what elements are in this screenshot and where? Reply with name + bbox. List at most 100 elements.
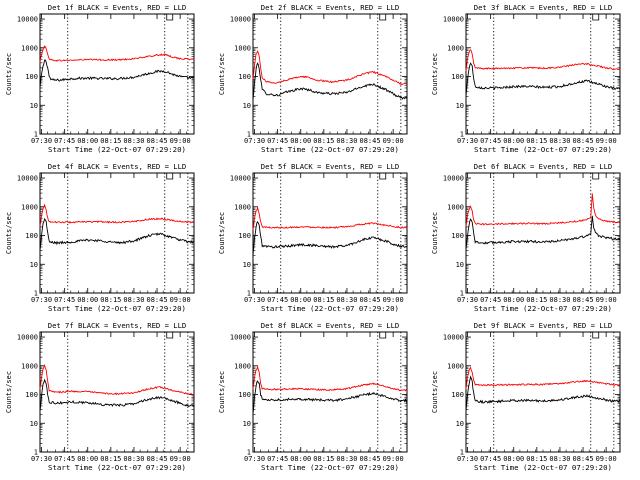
x-axis-label: Start Time (22-Oct-07 07:29:20)	[474, 145, 612, 154]
panel-title: Det 5f BLACK = Events, RED = LLD	[261, 162, 399, 171]
panel-4: Det 4f BLACK = Events, RED = LLD 1 10 100 10…	[5, 162, 195, 313]
x-tick-label: 07:30	[244, 137, 265, 145]
plot-frame	[39, 331, 195, 453]
panel-2: Det 2f BLACK = Events, RED = LLD 1 10 100 10…	[218, 3, 408, 154]
x-axis-label: Start Time (22-Oct-07 07:29:20)	[474, 304, 612, 313]
x-tick-label: 09:00	[383, 296, 404, 304]
panel-6: Det 6f BLACK = Events, RED = LLD 1 10 100 10…	[431, 162, 621, 313]
x-tick-label: 08:00	[503, 137, 524, 145]
series-lld	[39, 363, 195, 396]
y-tick-label: 10000	[443, 175, 464, 183]
x-axis-label: Start Time (22-Oct-07 07:29:20)	[261, 304, 399, 313]
y-tick-label: 10000	[230, 16, 251, 24]
y-tick-label: 1	[247, 290, 251, 298]
plot-frame	[39, 172, 195, 294]
y-tick-label: 10000	[17, 16, 38, 24]
panel-title: Det 6f BLACK = Events, RED = LLD	[474, 162, 612, 171]
y-tick-label: 100	[25, 73, 38, 81]
series-lld	[252, 50, 408, 86]
series-events	[39, 217, 195, 251]
y-tick-label: 100	[238, 232, 251, 240]
y-tick-label: 10000	[230, 334, 251, 342]
y-tick-label: 1000	[234, 203, 251, 211]
panel-title: Det 2f BLACK = Events, RED = LLD	[261, 3, 399, 12]
bracket-mark	[166, 332, 174, 339]
y-axis-label: Counts/sec	[431, 53, 439, 95]
x-tick-label: 08:45	[573, 455, 594, 463]
y-tick-label: 1000	[21, 203, 38, 211]
bracket-mark	[379, 332, 387, 339]
x-tick-label: 08:30	[123, 137, 144, 145]
y-tick-label: 10	[456, 420, 464, 428]
y-tick-label: 1000	[21, 362, 38, 370]
x-tick-label: 08:00	[290, 455, 311, 463]
series-events	[252, 380, 408, 415]
series-events	[465, 215, 621, 251]
panel-7: Det 7f BLACK = Events, RED = LLD 1 10 100 10…	[5, 321, 195, 472]
bracket-mark	[592, 332, 600, 339]
plot-frame	[252, 13, 408, 135]
x-tick-label: 07:30	[457, 296, 478, 304]
series-lld	[465, 366, 621, 390]
x-axis-label: Start Time (22-Oct-07 07:29:20)	[261, 145, 399, 154]
x-tick-label: 09:00	[383, 455, 404, 463]
series-events	[465, 375, 621, 412]
y-tick-label: 10000	[230, 175, 251, 183]
panel-title: Det 3f BLACK = Events, RED = LLD	[474, 3, 612, 12]
x-tick-label: 08:30	[123, 455, 144, 463]
panel-5: Det 5f BLACK = Events, RED = LLD 1 10 100 10…	[218, 162, 408, 313]
y-axis-label: Counts/sec	[218, 212, 226, 254]
x-tick-label: 08:45	[573, 296, 594, 304]
y-tick-label: 100	[238, 391, 251, 399]
y-tick-label: 1	[460, 449, 464, 457]
series-lld	[465, 193, 621, 227]
y-tick-label: 10	[30, 102, 38, 110]
x-tick-label: 09:00	[596, 455, 617, 463]
y-tick-label: 1000	[234, 44, 251, 52]
y-tick-label: 100	[25, 391, 38, 399]
y-tick-label: 100	[451, 391, 464, 399]
x-tick-label: 07:45	[267, 455, 288, 463]
x-tick-label: 08:15	[100, 455, 121, 463]
y-tick-label: 100	[25, 232, 38, 240]
bracket-mark	[166, 14, 174, 21]
y-tick-label: 10	[30, 420, 38, 428]
x-tick-label: 09:00	[596, 296, 617, 304]
series-events	[252, 220, 408, 256]
x-tick-label: 08:00	[290, 296, 311, 304]
x-tick-label: 07:45	[267, 137, 288, 145]
x-tick-label: 07:45	[480, 296, 501, 304]
y-tick-label: 1	[247, 449, 251, 457]
y-tick-label: 1000	[447, 203, 464, 211]
series-events	[39, 59, 195, 88]
panel-title: Det 9f BLACK = Events, RED = LLD	[474, 321, 612, 330]
x-tick-label: 08:30	[549, 296, 570, 304]
y-tick-label: 100	[451, 73, 464, 81]
y-axis-label: Counts/sec	[5, 212, 13, 254]
x-tick-label: 07:45	[480, 137, 501, 145]
y-tick-label: 1	[34, 290, 38, 298]
plot-frame	[465, 13, 621, 135]
x-tick-label: 08:15	[100, 296, 121, 304]
x-tick-label: 07:30	[244, 296, 265, 304]
plot-frame	[252, 331, 408, 453]
x-tick-label: 08:30	[123, 296, 144, 304]
y-tick-label: 10	[243, 420, 251, 428]
x-tick-label: 08:30	[336, 455, 357, 463]
x-tick-label: 08:15	[526, 137, 547, 145]
y-tick-label: 1	[247, 131, 251, 139]
x-tick-label: 07:45	[267, 296, 288, 304]
series-events	[39, 378, 195, 412]
x-tick-label: 07:45	[54, 296, 75, 304]
series-events	[252, 62, 408, 100]
x-tick-label: 08:30	[336, 296, 357, 304]
x-tick-label: 08:45	[147, 296, 168, 304]
y-tick-label: 10000	[443, 334, 464, 342]
y-axis-label: Counts/sec	[218, 371, 226, 413]
x-tick-label: 07:30	[31, 296, 52, 304]
x-tick-label: 08:00	[503, 296, 524, 304]
x-tick-label: 08:00	[77, 455, 98, 463]
x-tick-label: 08:15	[313, 455, 334, 463]
x-tick-label: 08:00	[503, 455, 524, 463]
